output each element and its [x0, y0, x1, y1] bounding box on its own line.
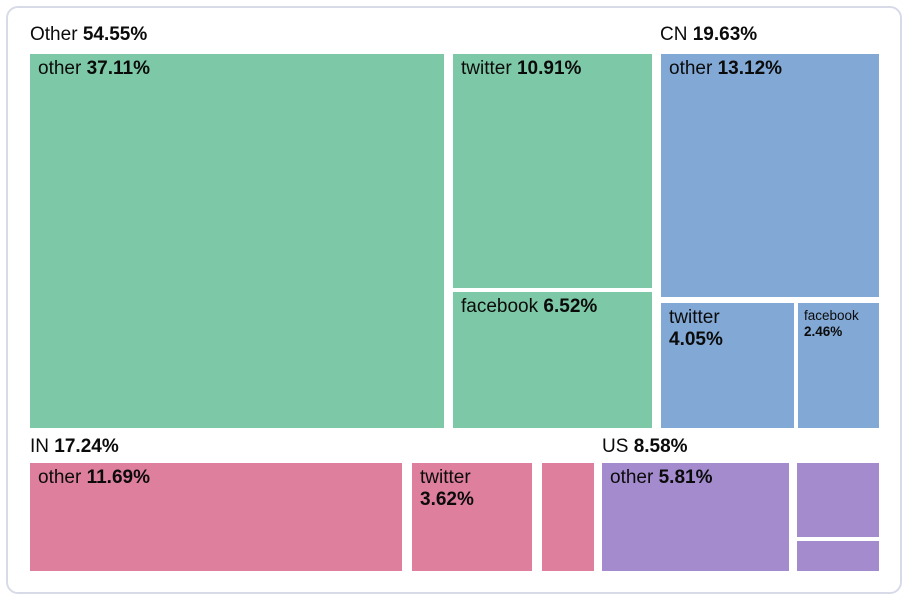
group-pct: 54.55%	[82, 24, 148, 45]
group-name: Other	[30, 24, 78, 45]
cell-name: other	[38, 58, 82, 79]
cell-name: other	[38, 467, 82, 488]
cell-pct: 6.52%	[543, 296, 598, 317]
cell-name: facebook	[461, 296, 539, 317]
treemap-cell-cn-twitter[interactable]: twitter 4.05%	[661, 303, 794, 428]
cell-pct: 4.05%	[669, 329, 723, 350]
group-pct: 19.63%	[692, 24, 758, 45]
cell-pct: 3.62%	[420, 489, 474, 510]
cell-name: twitter	[669, 307, 720, 328]
treemap-cell-cn-other[interactable]: other 13.12%	[661, 54, 879, 297]
cell-name: twitter	[420, 467, 471, 488]
cell-pct: 11.69%	[86, 467, 150, 488]
cell-pct: 37.11%	[86, 58, 150, 79]
group-pct: 8.58%	[633, 436, 688, 457]
treemap-cell-in-unlabeled[interactable]	[542, 463, 594, 571]
treemap-cell-cn-facebook[interactable]: facebook 2.46%	[798, 303, 879, 428]
group-pct: 17.24%	[54, 436, 119, 457]
cell-pct: 5.81%	[658, 467, 713, 488]
group-label-us: US 8.58%	[602, 437, 688, 457]
cell-pct: 2.46%	[804, 324, 843, 339]
treemap-cell-us-unlabeled-bottom[interactable]	[797, 541, 879, 571]
group-name: IN	[30, 436, 49, 457]
group-name: US	[602, 436, 629, 457]
cell-name: other	[610, 467, 654, 488]
group-label-other: Other 54.55%	[30, 25, 147, 45]
group-label-cn: CN 19.63%	[660, 25, 757, 45]
treemap-cell-other-facebook[interactable]: facebook 6.52%	[453, 292, 652, 428]
treemap-cell-other-other[interactable]: other 37.11%	[30, 54, 444, 428]
treemap-cell-other-twitter[interactable]: twitter 10.91%	[453, 54, 652, 288]
cell-pct: 10.91%	[516, 58, 582, 79]
cell-name: other	[669, 58, 713, 79]
cell-name: twitter	[461, 58, 512, 79]
group-name: CN	[660, 24, 688, 45]
treemap-cell-us-unlabeled-top[interactable]	[797, 463, 879, 537]
cell-pct: 13.12%	[717, 58, 783, 79]
treemap-cell-in-twitter[interactable]: twitter 3.62%	[412, 463, 532, 571]
group-label-in: IN 17.24%	[30, 437, 119, 457]
cell-name: facebook	[804, 308, 859, 323]
treemap-cell-us-other[interactable]: other 5.81%	[602, 463, 789, 571]
treemap-cell-in-other[interactable]: other 11.69%	[30, 463, 402, 571]
